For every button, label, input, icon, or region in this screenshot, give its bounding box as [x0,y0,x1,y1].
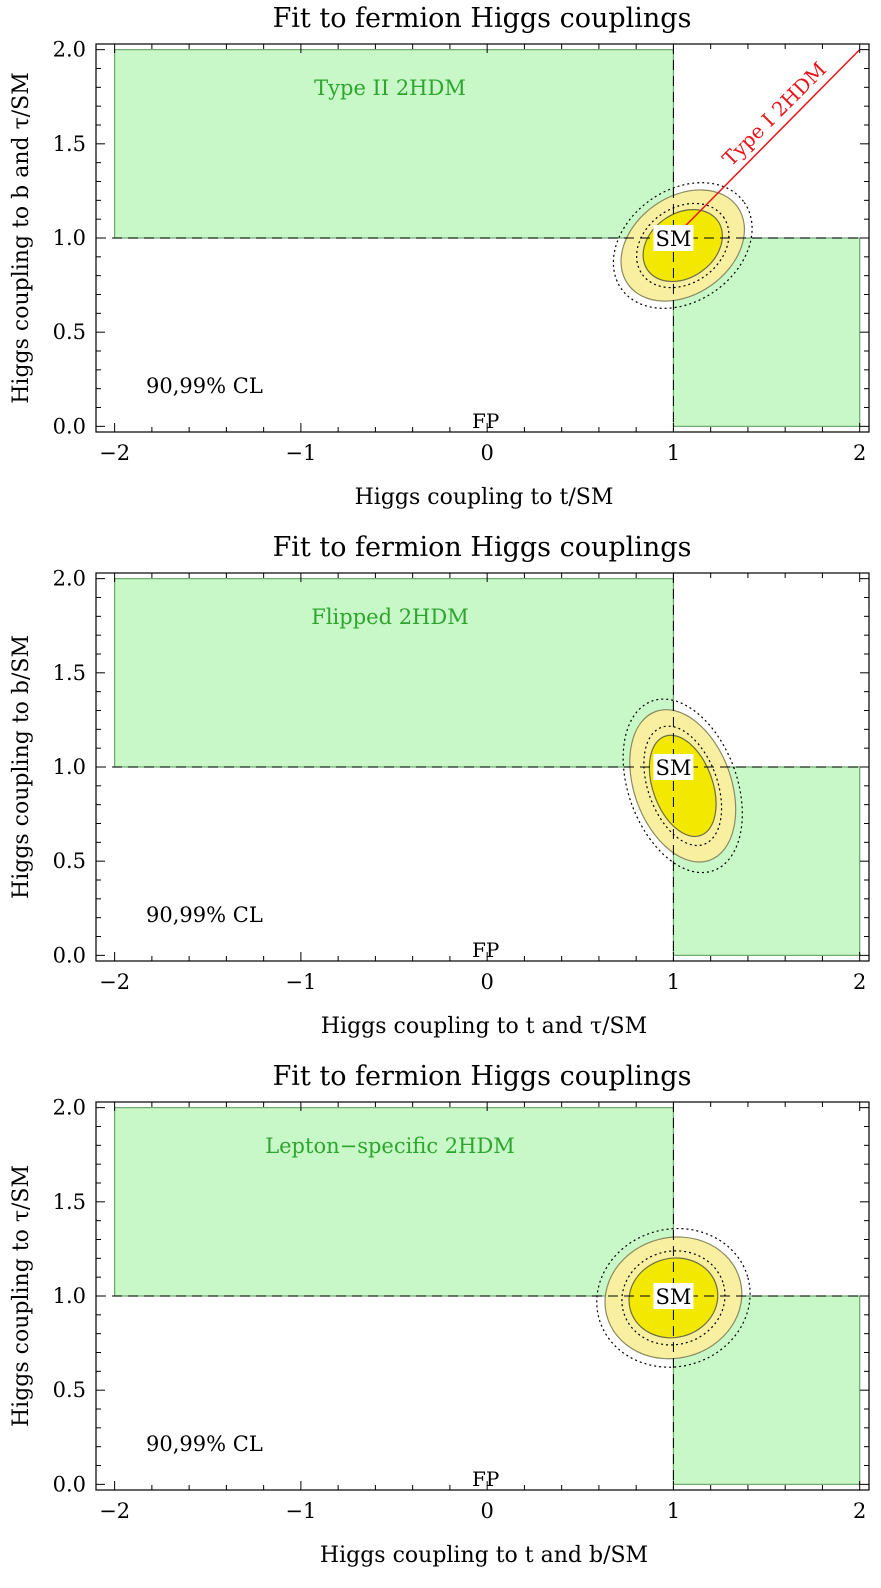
model-label: Lepton−specific 2HDM [265,1134,515,1158]
contour-99-dotted [596,1227,751,1368]
x-tick-label: −2 [99,970,130,994]
contour-90-dotted [621,1250,726,1346]
cl-label: 90,99% CL [146,1432,263,1456]
contour-90-dotted [636,202,730,289]
cl-label: 90,99% CL [146,374,263,398]
y-tick-label: 2.0 [53,567,86,591]
y-axis-label: Higgs coupling to b and τ/SM [9,72,34,404]
x-tick-label: 2 [853,1499,866,1523]
y-tick-label: 1.0 [53,226,86,250]
sm-label: SM [655,227,691,251]
x-tick-label: −1 [285,1499,316,1523]
y-axis-label: Higgs coupling to τ/SM [9,1165,34,1427]
sm-label: SM [655,1285,691,1309]
x-axis-label: Higgs coupling to t and τ/SM [321,1014,647,1039]
x-axis-label: Higgs coupling to t/SM [355,485,614,510]
x-tick-label: −2 [99,441,130,465]
x-tick-label: 0 [480,970,493,994]
x-tick-label: 0 [480,1499,493,1523]
chart-panel-3: Fit to fermion Higgs couplings SM Lepton−s… [0,1058,881,1587]
model-region-2 [672,237,861,427]
x-tick-label: 1 [667,1499,680,1523]
y-tick-label: 2.0 [53,1096,86,1120]
type1-line [672,49,861,239]
x-tick-label: 2 [853,441,866,465]
y-tick-label: 0.0 [53,1472,86,1496]
x-tick-label: −2 [99,1499,130,1523]
type1-label: Type I 2HDM [717,57,831,171]
y-tick-label: 2.0 [53,38,86,62]
contour-90-dotted [643,725,723,847]
chart-svg: Fit to fermion Higgs couplings SM Lepton−s… [9,1061,870,1568]
sm-marker [653,225,694,251]
x-tick-label: −1 [285,441,316,465]
chart-svg: Fit to fermion Higgs couplings SM Flipped … [9,532,870,1039]
fp-label: FP [472,1467,499,1491]
y-tick-label: 0.0 [53,943,86,967]
x-axis-label: Higgs coupling to t and b/SM [320,1543,648,1568]
sm-marker [653,1283,694,1309]
y-tick-label: 1.0 [53,1284,86,1308]
model-label: Type II 2HDM [314,76,466,100]
fp-label: FP [472,938,499,962]
y-tick-label: 0.0 [53,414,86,438]
fp-label: FP [472,409,499,433]
chart-title: Fit to fermion Higgs couplings [273,1061,692,1092]
model-region-1 [114,578,675,768]
y-tick-label: 0.5 [53,1378,86,1402]
x-tick-label: 1 [667,441,680,465]
chart-panel-1: Fit to fermion Higgs couplings Type I 2HD… [0,0,881,529]
model-region-1 [114,1107,675,1297]
y-tick-label: 0.5 [53,849,86,873]
chart-svg: Fit to fermion Higgs couplings Type I 2HD… [9,3,870,510]
chart-title: Fit to fermion Higgs couplings [273,3,692,34]
cl-label: 90,99% CL [146,903,263,927]
contour-99-dotted [622,698,743,874]
model-label: Flipped 2HDM [311,605,468,629]
y-tick-label: 1.0 [53,755,86,779]
model-region-1 [114,49,675,239]
x-tick-label: −1 [285,970,316,994]
y-tick-label: 1.5 [53,1190,86,1214]
x-tick-label: 2 [853,970,866,994]
y-tick-label: 0.5 [53,320,86,344]
chart-panel-2: Fit to fermion Higgs couplings SM Flipped … [0,529,881,1058]
y-axis-label: Higgs coupling to b/SM [9,635,34,899]
y-tick-label: 1.5 [53,132,86,156]
x-tick-label: 1 [667,970,680,994]
x-tick-label: 0 [480,441,493,465]
chart-title: Fit to fermion Higgs couplings [273,532,692,563]
sm-label: SM [655,756,691,780]
y-tick-label: 1.5 [53,661,86,685]
sm-marker [653,754,694,780]
